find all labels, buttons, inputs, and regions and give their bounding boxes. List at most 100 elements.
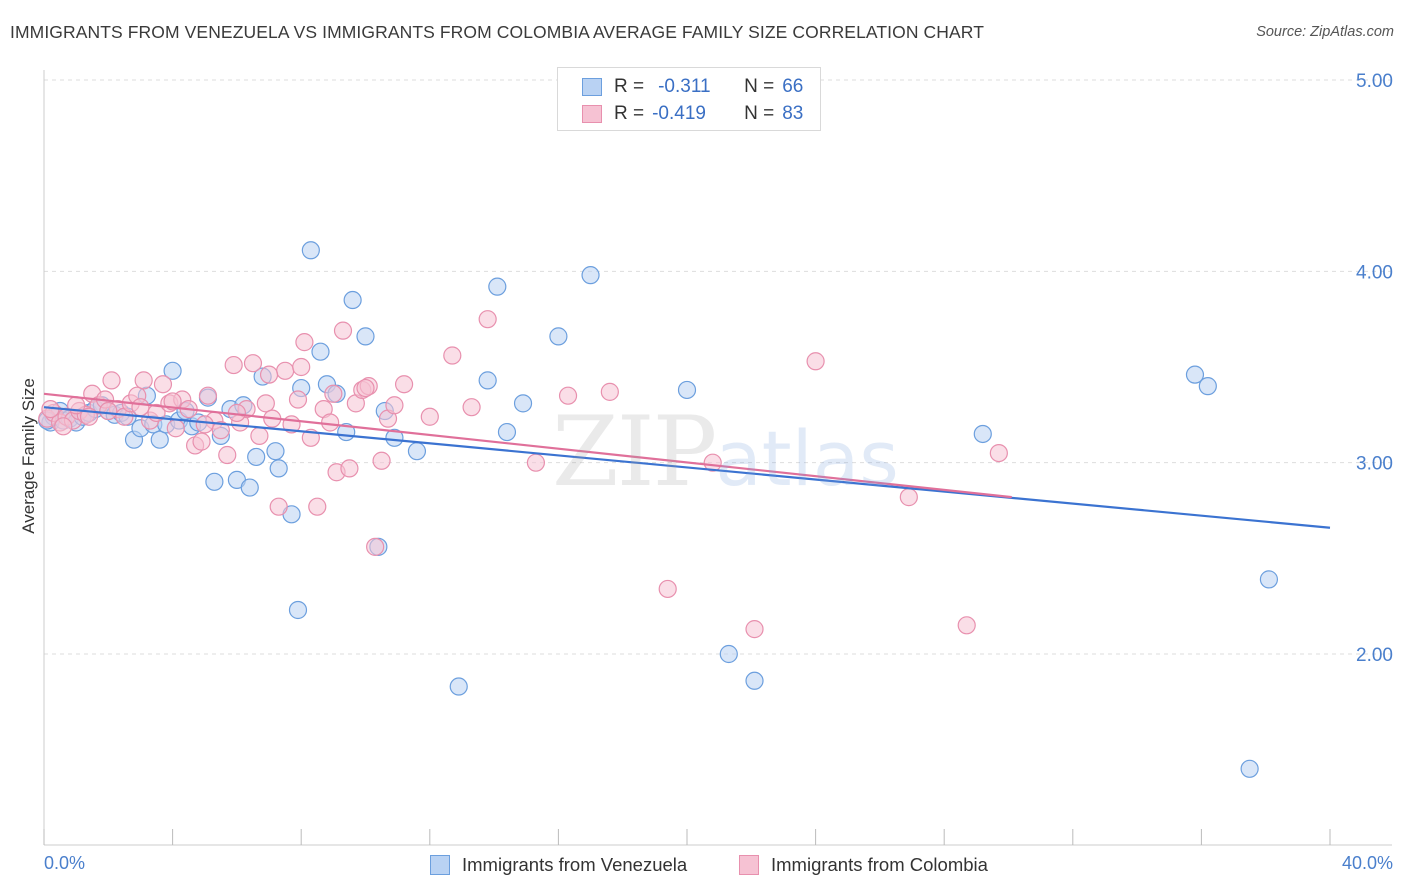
- venezuela-point: [343, 290, 362, 310]
- venezuela-point: [240, 478, 259, 497]
- colombia-point: [420, 407, 439, 426]
- venezuela-point: [1240, 759, 1259, 778]
- colombia-legend-swatch: [739, 855, 759, 875]
- colombia-point: [600, 382, 619, 401]
- colombia-point: [99, 401, 118, 421]
- venezuela-legend-label: Immigrants from Venezuela: [462, 854, 688, 875]
- colombia-point: [385, 396, 404, 415]
- legend-row-colombia: R = -0.419 N = 83: [582, 102, 803, 126]
- venezuela-point: [488, 277, 507, 296]
- colombia-point: [308, 497, 327, 516]
- colombia-point: [356, 378, 375, 398]
- colombia-point: [163, 392, 182, 411]
- colombia-point: [372, 451, 391, 470]
- correlation-legend: R = -0.311 N = 66 R = -0.419 N = 83: [557, 67, 821, 131]
- legend-r-value: -0.419: [652, 103, 706, 124]
- colombia-point: [340, 459, 359, 478]
- venezuela-point: [247, 447, 266, 467]
- colombia-point: [192, 432, 211, 451]
- venezuela-legend-swatch: [430, 855, 450, 875]
- venezuela-point: [677, 380, 697, 400]
- venezuela-point: [356, 327, 375, 346]
- venezuela-point: [745, 671, 764, 690]
- bottom-legend-colombia: Immigrants from Colombia: [739, 852, 988, 878]
- venezuela-swatch: [582, 78, 602, 96]
- venezuela-point: [311, 342, 330, 361]
- colombia-point: [54, 417, 73, 436]
- venezuela-point: [513, 394, 533, 413]
- colombia-point: [288, 390, 308, 409]
- venezuela-point: [719, 644, 738, 664]
- y-tick-label: 3.00: [1356, 454, 1393, 475]
- venezuela-point: [301, 241, 320, 260]
- venezuela-point: [288, 600, 308, 620]
- trend-lines: [43, 392, 1331, 529]
- colombia-point: [195, 415, 214, 434]
- legend-n-label: N =: [744, 76, 775, 97]
- colombia-point: [957, 616, 976, 635]
- venezuela-point: [269, 459, 288, 478]
- legend-r-value: -0.311: [658, 76, 711, 97]
- venezuela-point: [497, 422, 517, 442]
- venezuela-point: [385, 428, 404, 447]
- venezuela-point: [407, 442, 427, 461]
- colombia-point: [292, 357, 311, 377]
- grid-lines: [44, 79, 1392, 655]
- colombia-point: [462, 398, 481, 417]
- colombia-point: [211, 421, 230, 440]
- colombia-point: [131, 398, 150, 417]
- colombia-point: [478, 310, 497, 329]
- colombia-point: [256, 394, 275, 413]
- y-tick-label: 5.00: [1356, 71, 1393, 92]
- colombia-point: [658, 579, 677, 599]
- legend-row-venezuela: R = -0.311 N = 66: [582, 75, 803, 99]
- venezuela-point: [478, 371, 497, 390]
- chart-title: IMMIGRANTS FROM VENEZUELA VS IMMIGRANTS …: [10, 22, 985, 42]
- colombia-point: [333, 321, 353, 340]
- y-axis-title: Average Family Size: [19, 378, 38, 534]
- colombia-point: [366, 537, 385, 556]
- colombia-point: [102, 371, 121, 390]
- colombia-point: [321, 413, 340, 432]
- legend-n-label: N =: [744, 103, 775, 124]
- colombia-point: [703, 453, 722, 472]
- legend-r-label: R =: [614, 103, 645, 124]
- colombia-point: [224, 355, 243, 375]
- legend-n-value: 66: [782, 76, 804, 97]
- colombia-point: [134, 371, 153, 390]
- colombia-point: [806, 352, 825, 371]
- venezuela-point: [205, 472, 224, 491]
- colombia-trend-line: [43, 392, 1012, 499]
- bottom-legend-venezuela: Immigrants from Venezuela: [430, 852, 687, 878]
- y-tick-label: 2.00: [1356, 645, 1393, 666]
- source-label: Source: ZipAtlas.com: [1256, 24, 1394, 40]
- colombia-point: [558, 386, 578, 405]
- colombia-point: [198, 386, 218, 405]
- legend-r-label: R =: [614, 76, 645, 97]
- colombia-point: [276, 361, 295, 380]
- venezuela-point: [150, 430, 169, 449]
- colombia-point: [989, 444, 1008, 463]
- data-points: [38, 241, 1279, 778]
- colombia-point: [745, 620, 764, 639]
- venezuela-point: [1185, 365, 1205, 384]
- venezuela-point: [266, 442, 285, 461]
- colombia-point: [259, 365, 279, 384]
- venezuela-trend-line: [43, 406, 1331, 529]
- colombia-point: [166, 419, 185, 438]
- venezuela-point: [549, 327, 568, 346]
- colombia-legend-label: Immigrants from Colombia: [771, 854, 988, 875]
- venezuela-point: [163, 361, 182, 380]
- venezuela-point: [1259, 570, 1279, 589]
- colombia-point: [394, 375, 414, 394]
- venezuela-point: [1198, 377, 1217, 396]
- colombia-point: [443, 346, 462, 365]
- tick-labels: 2.00 3.00 4.00 5.00 0.0% 40.0%: [44, 71, 1393, 873]
- axes: [43, 70, 1392, 846]
- x-tick-label: 0.0%: [44, 853, 85, 873]
- colombia-point: [295, 333, 314, 352]
- colombia-point: [243, 354, 263, 373]
- x-tick-label: 40.0%: [1342, 853, 1393, 873]
- colombia-swatch: [582, 105, 602, 123]
